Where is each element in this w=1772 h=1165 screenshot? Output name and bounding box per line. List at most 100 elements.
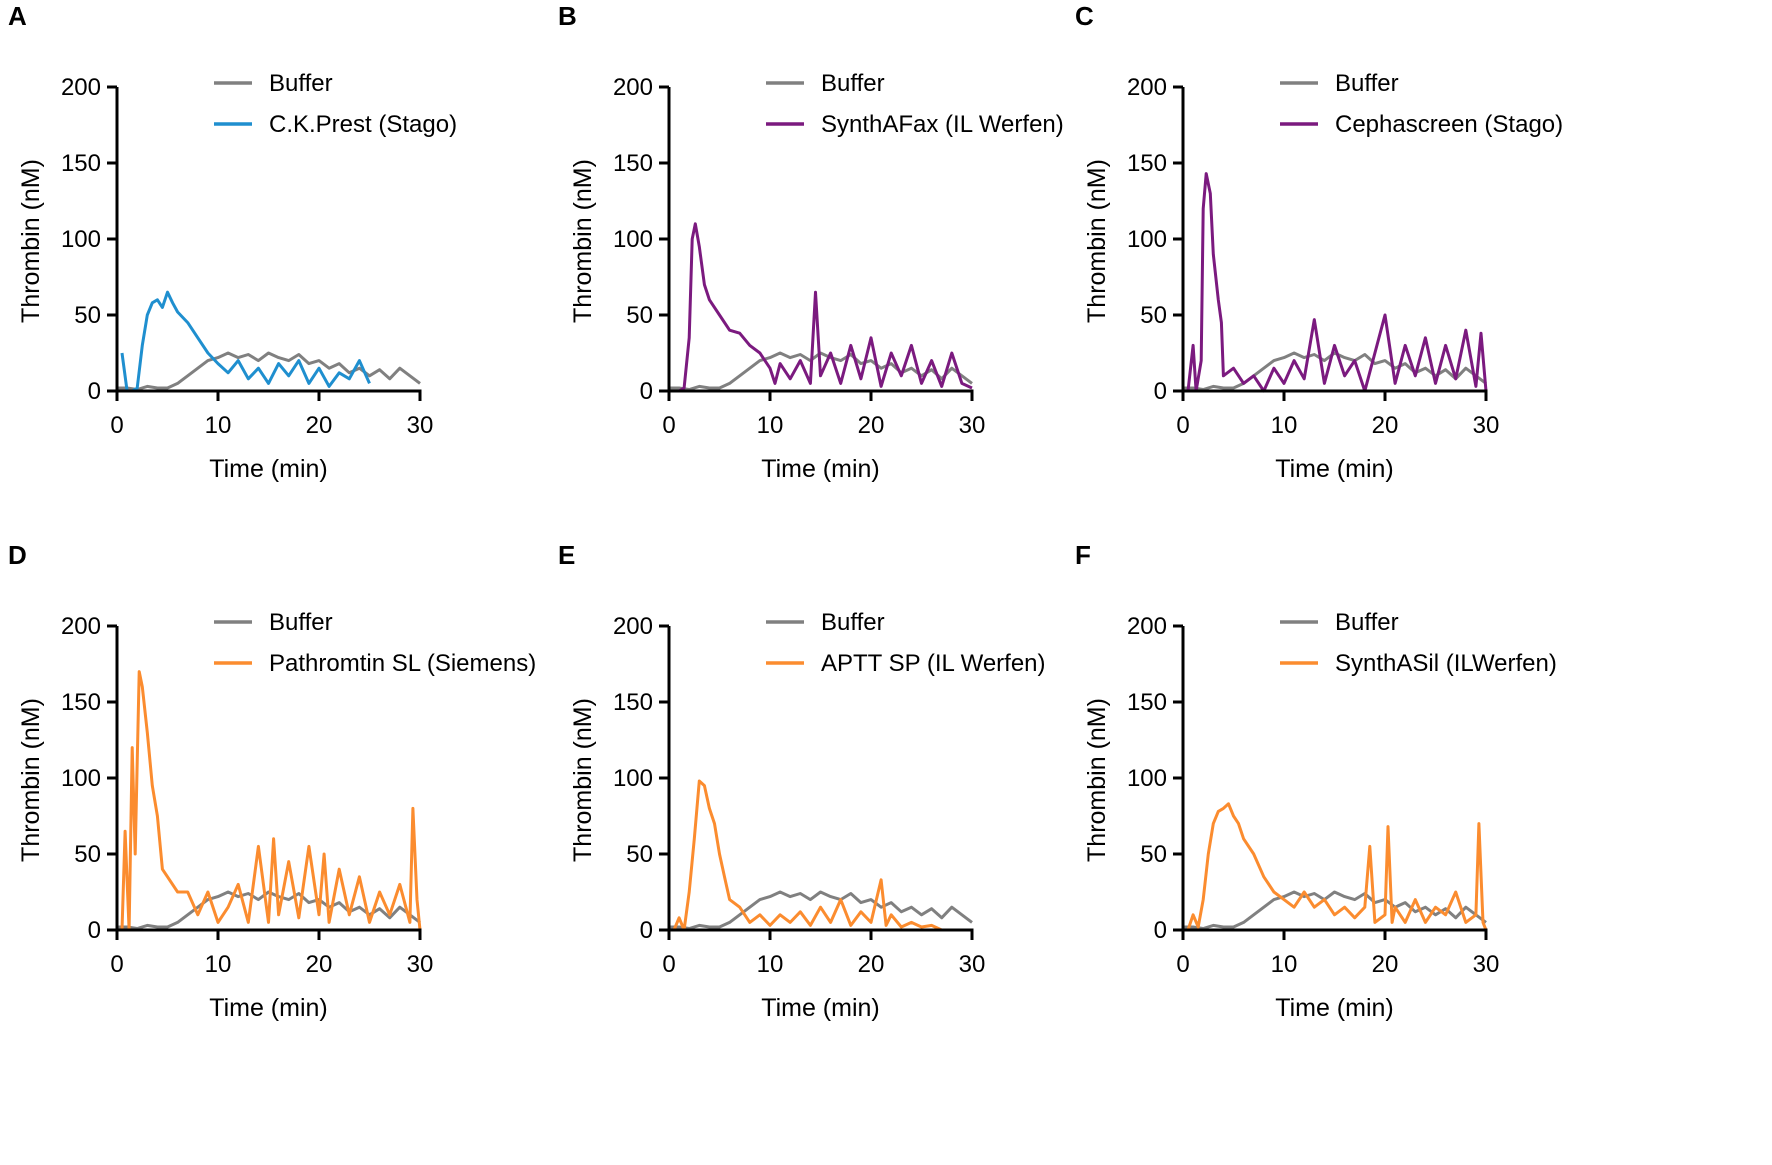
series-line-reagent — [120, 290, 371, 393]
x-tick-label: 20 — [858, 412, 885, 439]
x-tick-label: 20 — [306, 412, 333, 439]
y-axis-label: Thrombin (nM) — [1083, 698, 1111, 862]
series-line-reagent — [1186, 802, 1488, 931]
panel-a: A Buffer C.K.Prest (Stago) 0 50 100 150 200 0 10 2… — [8, 1, 457, 483]
x-tick-label: 30 — [959, 951, 986, 978]
legend-label: Buffer — [821, 609, 885, 636]
y-tick-label: 100 — [613, 765, 653, 792]
y-tick-label: 100 — [1127, 765, 1167, 792]
y-tick-label: 200 — [613, 74, 653, 101]
y-tick-label: 150 — [613, 689, 653, 716]
x-tick-label: 20 — [1372, 412, 1399, 439]
legend-label: Buffer — [1335, 70, 1399, 97]
x-axis-label: Time (min) — [1275, 994, 1394, 1022]
x-tick-label: 10 — [1271, 412, 1298, 439]
y-tick-label: 50 — [626, 841, 653, 868]
panel-e: E Buffer APTT SP (IL Werfen) 0 50 100 150 200 0 1… — [558, 540, 1046, 1022]
y-tick-label: 150 — [1127, 689, 1167, 716]
x-tick-label: 30 — [407, 951, 434, 978]
y-tick-label: 50 — [1140, 302, 1167, 329]
panel-letter: B — [558, 1, 577, 31]
x-axis-label: Time (min) — [761, 994, 880, 1022]
x-tick-label: 10 — [757, 951, 784, 978]
y-tick-label: 150 — [61, 150, 101, 177]
y-tick-label: 200 — [61, 613, 101, 640]
x-tick-label: 20 — [306, 951, 333, 978]
series-line-reagent — [120, 670, 422, 932]
y-tick-label: 100 — [61, 765, 101, 792]
y-tick-label: 50 — [74, 841, 101, 868]
x-tick-label: 30 — [959, 412, 986, 439]
y-axis-label: Thrombin (nM) — [569, 698, 597, 862]
y-tick-label: 150 — [1127, 150, 1167, 177]
y-tick-label: 0 — [640, 917, 653, 944]
panel-letter: A — [8, 1, 27, 31]
y-axis-label: Thrombin (nM) — [17, 159, 45, 323]
x-tick-label: 0 — [1176, 951, 1189, 978]
series-line-reagent — [672, 779, 972, 932]
series-line-reagent — [678, 222, 973, 393]
legend-label: Buffer — [269, 609, 333, 636]
x-tick-label: 30 — [407, 412, 434, 439]
x-tick-label: 0 — [662, 412, 675, 439]
x-axis-label: Time (min) — [1275, 455, 1394, 483]
y-tick-label: 200 — [613, 613, 653, 640]
y-tick-label: 200 — [61, 74, 101, 101]
legend-label: Pathromtin SL (Siemens) — [269, 650, 536, 677]
legend-label: C.K.Prest (Stago) — [269, 111, 457, 138]
legend-label: Buffer — [821, 70, 885, 97]
y-tick-label: 100 — [613, 226, 653, 253]
y-tick-label: 0 — [640, 378, 653, 405]
y-tick-label: 200 — [1127, 613, 1167, 640]
y-tick-label: 150 — [613, 150, 653, 177]
y-tick-label: 100 — [61, 226, 101, 253]
series-line-buffer — [1183, 890, 1487, 930]
y-axis-label: Thrombin (nM) — [1083, 159, 1111, 323]
x-axis-label: Time (min) — [209, 994, 328, 1022]
y-tick-label: 200 — [1127, 74, 1167, 101]
x-tick-label: 0 — [110, 412, 123, 439]
panel-c: C Buffer Cephascreen (Stago) 0 50 100 150 200 0 1… — [1075, 1, 1563, 483]
x-tick-label: 0 — [1176, 412, 1189, 439]
y-axis-label: Thrombin (nM) — [17, 698, 45, 862]
legend-label: SynthAFax (IL Werfen) — [821, 111, 1064, 138]
legend-label: APTT SP (IL Werfen) — [821, 650, 1046, 677]
series-line-buffer — [117, 890, 421, 930]
x-tick-label: 30 — [1473, 412, 1500, 439]
x-tick-label: 10 — [1271, 951, 1298, 978]
legend-label: Cephascreen (Stago) — [1335, 111, 1563, 138]
panel-letter: D — [8, 540, 27, 570]
x-tick-label: 0 — [662, 951, 675, 978]
series-line-buffer — [669, 890, 973, 930]
x-tick-label: 20 — [1372, 951, 1399, 978]
legend-label: Buffer — [1335, 609, 1399, 636]
y-tick-label: 50 — [74, 302, 101, 329]
y-axis-label: Thrombin (nM) — [569, 159, 597, 323]
y-tick-label: 50 — [1140, 841, 1167, 868]
panel-letter: F — [1075, 540, 1091, 570]
series-line-buffer — [1183, 351, 1487, 391]
series-line-buffer — [117, 351, 421, 391]
x-tick-label: 10 — [205, 951, 232, 978]
legend-label: Buffer — [269, 70, 333, 97]
x-tick-label: 30 — [1473, 951, 1500, 978]
x-tick-label: 20 — [858, 951, 885, 978]
y-tick-label: 0 — [1154, 378, 1167, 405]
series-line-reagent — [1186, 172, 1488, 393]
x-tick-label: 10 — [205, 412, 232, 439]
x-axis-label: Time (min) — [209, 455, 328, 483]
x-tick-label: 0 — [110, 951, 123, 978]
panel-letter: C — [1075, 1, 1094, 31]
y-tick-label: 0 — [88, 917, 101, 944]
y-tick-label: 50 — [626, 302, 653, 329]
y-tick-label: 150 — [61, 689, 101, 716]
y-tick-label: 100 — [1127, 226, 1167, 253]
legend-label: SynthASil (ILWerfen) — [1335, 650, 1557, 677]
y-tick-label: 0 — [88, 378, 101, 405]
panel-letter: E — [558, 540, 575, 570]
y-tick-label: 0 — [1154, 917, 1167, 944]
panel-f: F Buffer SynthASil (ILWerfen) 0 50 100 150 200 0… — [1075, 540, 1557, 1022]
